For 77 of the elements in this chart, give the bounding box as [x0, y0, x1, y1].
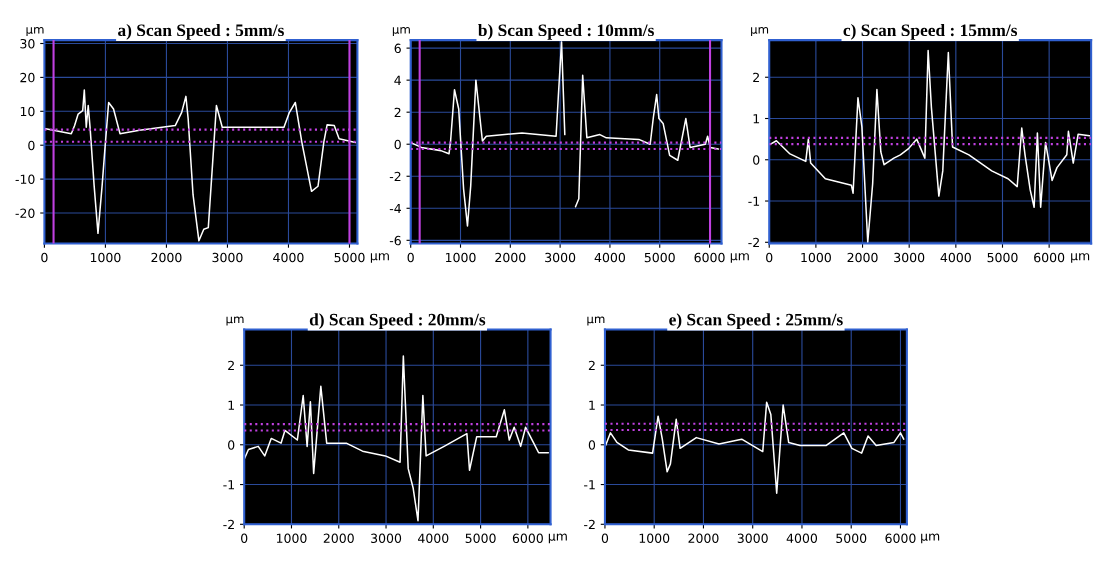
x-tick-label: 0: [766, 252, 773, 263]
x-tick-label: 4000: [940, 252, 971, 263]
x-tick-label: 0: [407, 252, 414, 263]
y-axis-title: µm: [392, 26, 410, 37]
x-axis-title: µm: [730, 253, 749, 263]
x-tick-label: 6000: [885, 533, 916, 543]
y-axis-title: µm: [751, 26, 769, 37]
y-tick-label: 6: [394, 43, 401, 54]
y-tick-label: -2: [389, 171, 401, 181]
x-tick-label: 6000: [1034, 252, 1065, 263]
x-tick-label: 2000: [323, 533, 354, 543]
y-tick-label: 1: [589, 400, 595, 410]
y-tick-label: 4: [394, 75, 401, 85]
x-tick-label: 0: [41, 252, 48, 263]
y-tick-label: 1: [228, 400, 235, 410]
y-tick-label: -2: [748, 237, 759, 248]
x-tick-label: 3000: [212, 252, 243, 263]
x-tick-label: 1000: [639, 533, 670, 543]
x-tick-label: 2000: [847, 252, 878, 263]
x-tick-label: 3000: [371, 533, 402, 543]
x-tick-label: 6000: [512, 533, 543, 543]
y-tick-label: 2: [588, 360, 595, 371]
y-tick-label: 0: [28, 140, 35, 151]
x-axis-title: µm: [1071, 253, 1090, 263]
y-tick-label: 0: [228, 440, 235, 450]
y-tick-label: -10: [15, 174, 35, 185]
x-axis-title: µm: [921, 533, 940, 544]
chart-title: b) Scan Speed : 10mm/s: [478, 23, 654, 40]
y-tick-label: 0: [394, 139, 401, 150]
y-tick-label: 0: [588, 440, 596, 450]
y-tick-label: 1: [753, 114, 760, 124]
y-tick-label: 2: [228, 360, 234, 371]
chart-title: d) Scan Speed : 20mm/s: [309, 313, 486, 330]
x-tick-label: 3000: [545, 252, 576, 263]
x-tick-label: 3000: [894, 252, 925, 263]
y-tick-label: 20: [20, 72, 35, 83]
y-tick-label: -2: [584, 519, 595, 530]
x-tick-label: 4000: [786, 533, 818, 543]
x-tick-label: 4000: [594, 252, 626, 263]
x-axis-title: µm: [370, 253, 389, 263]
y-axis-title: µm: [587, 316, 605, 326]
y-tick-label: -6: [389, 235, 401, 246]
x-tick-label: 2000: [495, 252, 526, 263]
x-tick-label: 3000: [737, 533, 768, 543]
y-tick-label: 0: [753, 155, 760, 165]
y-axis-title: µm: [226, 316, 244, 326]
chart-title: a) Scan Speed : 5mm/s: [118, 23, 284, 40]
x-tick-label: 0: [241, 533, 248, 543]
y-tick-label: 30: [20, 38, 35, 49]
x-tick-label: 1000: [90, 252, 121, 263]
chart-title: e) Scan Speed : 25mm/s: [669, 313, 843, 330]
x-tick-label: 5000: [334, 252, 365, 263]
y-axis-title: µm: [26, 26, 44, 37]
x-tick-label: 2000: [151, 252, 182, 263]
x-axis-title: µm: [548, 533, 567, 544]
y-tick-label: -1: [584, 480, 595, 490]
y-tick-label: -1: [223, 480, 235, 490]
x-tick-label: 1000: [445, 252, 476, 263]
x-tick-label: 1000: [276, 533, 307, 543]
x-tick-label: 5000: [465, 533, 496, 543]
x-tick-label: 4000: [418, 533, 449, 543]
x-tick-label: 5000: [644, 252, 675, 263]
y-tick-label: -1: [748, 196, 760, 206]
y-tick-label: 2: [753, 72, 759, 82]
x-tick-label: 5000: [987, 252, 1018, 263]
x-tick-label: 2000: [688, 533, 719, 543]
x-tick-label: 4000: [273, 252, 304, 263]
x-tick-label: 0: [601, 533, 609, 543]
x-tick-label: 1000: [801, 252, 831, 263]
y-tick-label: 10: [20, 106, 35, 117]
y-tick-label: 2: [394, 107, 401, 117]
y-tick-label: -4: [389, 203, 401, 214]
x-tick-label: 5000: [836, 533, 867, 543]
x-tick-label: 6000: [694, 252, 725, 263]
y-tick-label: -2: [223, 519, 234, 530]
chart-title: c) Scan Speed : 15mm/s: [843, 23, 1018, 40]
y-tick-label: -20: [15, 208, 35, 218]
